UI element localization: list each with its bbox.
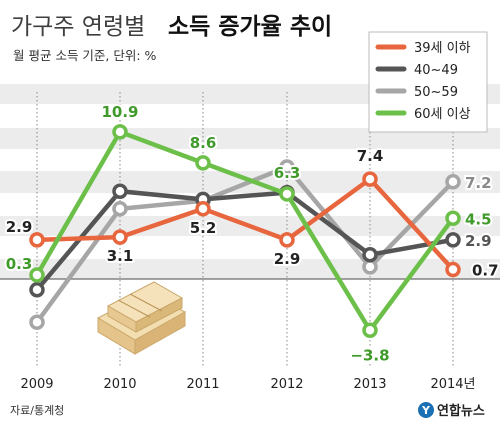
legend-label: 60세 이상 — [414, 107, 471, 122]
data-label: 5.2 — [190, 219, 217, 237]
data-label: 6.3 — [274, 164, 301, 182]
series-line — [34, 189, 456, 293]
data-point — [112, 183, 128, 199]
data-point — [195, 155, 211, 171]
data-point — [362, 246, 378, 263]
x-tick-label: 2009 — [20, 377, 53, 392]
data-point — [29, 267, 45, 283]
data-labels: 2.9 3.1 5.2 2.9 7.4 0.7 2.9 7.2 0.3 10.9 8.6 6.3 −3.… — [4, 101, 500, 366]
data-point — [112, 229, 128, 245]
data-point — [279, 186, 295, 202]
data-label: 0.7 — [472, 262, 499, 280]
data-point — [362, 259, 378, 275]
yonhap-logo-icon: Y — [418, 402, 434, 418]
data-label: 2.9 — [274, 250, 301, 268]
data-point — [445, 174, 461, 190]
data-point — [29, 314, 45, 330]
data-point — [112, 124, 128, 140]
data-label: 10.9 — [101, 103, 138, 121]
logo-text: 연합뉴스 — [437, 403, 485, 419]
x-tick-label: 2013 — [353, 377, 386, 392]
legend-label: 50~59 — [414, 85, 458, 100]
data-point — [279, 232, 295, 248]
data-point — [445, 232, 461, 248]
money-stack-icon — [96, 281, 187, 355]
data-point — [445, 261, 461, 278]
data-label: 2.9 — [465, 232, 492, 250]
data-label: 2.9 — [6, 218, 33, 236]
series-line — [34, 176, 456, 272]
data-point — [112, 201, 128, 217]
data-label: −3.8 — [350, 346, 389, 364]
x-tick-label: 2011 — [186, 377, 219, 392]
data-point — [445, 210, 461, 226]
data-point — [29, 282, 45, 298]
series-line — [34, 129, 456, 333]
x-tick-label: 2012 — [270, 377, 303, 392]
data-point — [362, 171, 378, 187]
chart-subtitle: 월 평균 소득 기준, 단위: % — [13, 48, 157, 63]
x-tick-label: 2014년 — [430, 377, 475, 392]
series-lines — [29, 124, 461, 339]
data-point — [195, 201, 211, 217]
data-label: 7.4 — [357, 147, 384, 165]
source-note: 자료/통계청 — [10, 404, 64, 417]
data-point — [279, 159, 295, 175]
data-label: 8.6 — [190, 134, 217, 152]
data-point — [29, 232, 45, 248]
data-label: 4.5 — [465, 210, 492, 228]
chart-title-light: 가구주 연령별 — [11, 14, 145, 40]
x-tick-label: 2010 — [103, 377, 136, 392]
legend-label: 40~49 — [414, 63, 458, 78]
legend-label: 39세 이하 — [414, 41, 471, 56]
chart-title-bold: 소득 증가율 추이 — [168, 14, 332, 40]
data-label: 0.3 — [6, 255, 33, 273]
data-point — [362, 322, 378, 339]
x-axis-ticks: 2009 2010 2011 2012 2013 2014년 — [20, 377, 475, 392]
data-label: 7.2 — [465, 174, 492, 192]
data-label: 3.1 — [107, 247, 134, 265]
svg-text:Y: Y — [421, 404, 431, 417]
